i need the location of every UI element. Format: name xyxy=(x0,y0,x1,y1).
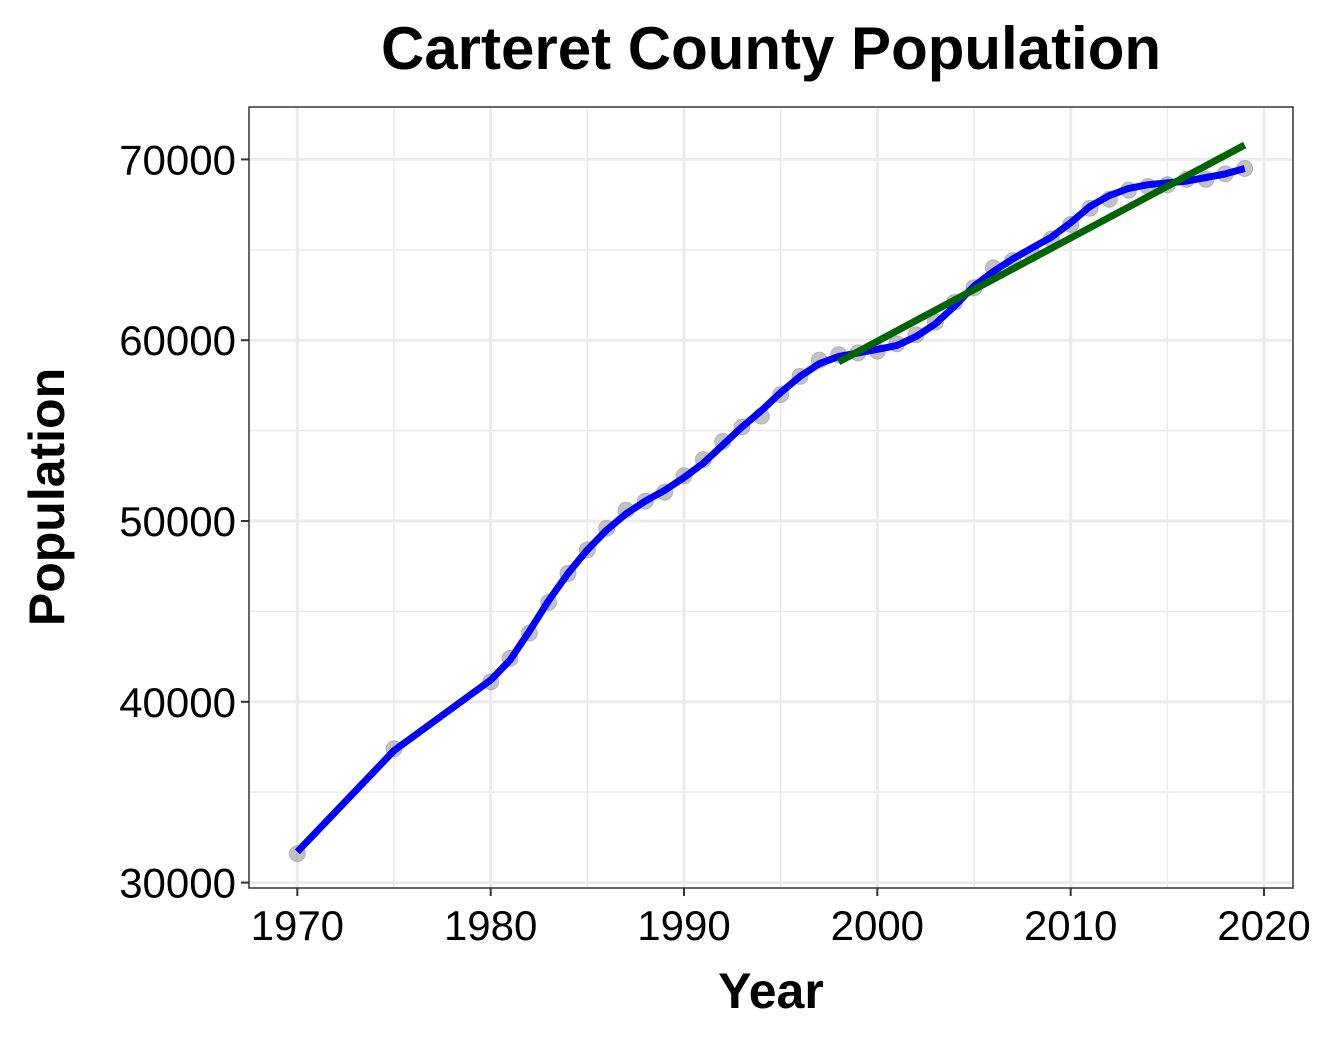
x-tick-label: 2010 xyxy=(1024,902,1117,949)
y-tick-label: 70000 xyxy=(119,136,236,183)
trend-line xyxy=(837,141,1247,365)
y-axis-title: Population xyxy=(19,368,75,626)
x-tick-label: 2000 xyxy=(831,902,924,949)
panel-border xyxy=(248,106,1294,889)
x-tick-label: 2020 xyxy=(1217,902,1310,949)
y-tick-label: 50000 xyxy=(119,498,236,545)
y-tick-label: 60000 xyxy=(119,317,236,364)
x-tick-label: 1980 xyxy=(444,902,537,949)
y-tick-label: 30000 xyxy=(119,860,236,907)
chart-title: Carteret County Population xyxy=(381,15,1161,82)
x-tick-label: 1990 xyxy=(637,902,730,949)
axes: 1970 1980 1990 2000 2010 2020 30000 40000 50000 6… xyxy=(119,136,1311,949)
x-axis-title: Year xyxy=(718,963,824,1019)
grid xyxy=(249,107,1293,888)
y-tick-label: 40000 xyxy=(119,679,236,726)
plot-panel xyxy=(249,107,1293,888)
x-tick-label: 1970 xyxy=(251,902,344,949)
series-lines xyxy=(294,141,1247,855)
